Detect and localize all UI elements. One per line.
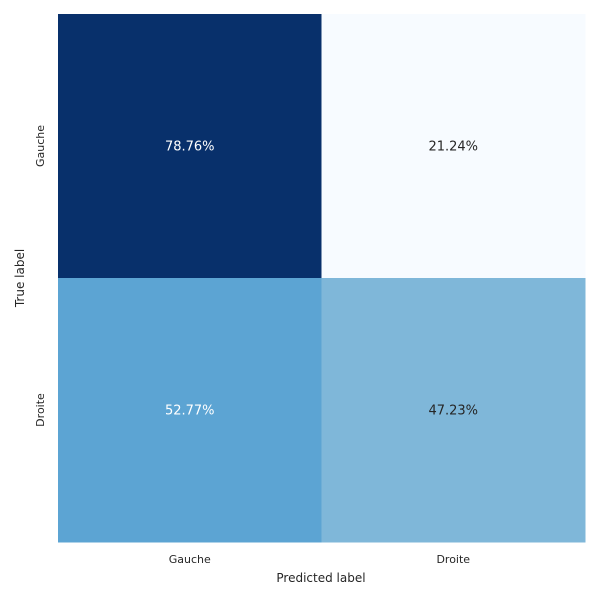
x-axis-label: Predicted label [276, 571, 365, 585]
heatmap-cell-0-1 [321, 14, 586, 279]
cell-value-labels: 78.76% 21.24% 52.77% 47.23% [165, 140, 478, 419]
cell-value-label-0-1: 21.24% [428, 140, 478, 155]
x-tick-label-0: Gauche [169, 553, 211, 566]
cell-value-label-0-0: 78.76% [165, 140, 215, 155]
cell-value-label-1-0: 52.77% [165, 404, 215, 419]
y-tick-labels: Gauche Droite [34, 125, 47, 427]
heatmap-cell-1-0 [58, 278, 322, 543]
x-tick-labels: Gauche Droite [169, 553, 471, 566]
x-tick-label-1: Droite [436, 553, 470, 566]
heatmap-cells [58, 14, 586, 543]
y-axis-label: True label [13, 249, 27, 308]
cell-value-label-1-1: 47.23% [428, 404, 478, 419]
y-tick-label-1: Droite [34, 393, 47, 427]
y-tick-label-0: Gauche [34, 125, 47, 167]
heatmap-cell-0-0 [58, 14, 322, 279]
heatmap-cell-1-1 [321, 278, 586, 543]
